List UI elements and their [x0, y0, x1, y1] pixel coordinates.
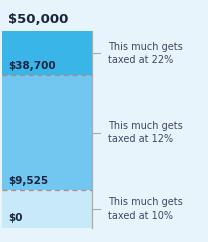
- Text: $38,700: $38,700: [8, 61, 56, 71]
- Bar: [2, 31, 92, 75]
- Bar: [2, 75, 92, 190]
- Text: $9,525: $9,525: [8, 175, 48, 186]
- Text: This much gets
taxed at 22%: This much gets taxed at 22%: [108, 42, 183, 65]
- Text: $0: $0: [8, 213, 23, 223]
- Text: $50,000: $50,000: [8, 13, 69, 26]
- Text: This much gets
taxed at 10%: This much gets taxed at 10%: [108, 197, 183, 221]
- Bar: [2, 190, 92, 228]
- Text: This much gets
taxed at 12%: This much gets taxed at 12%: [108, 121, 183, 144]
